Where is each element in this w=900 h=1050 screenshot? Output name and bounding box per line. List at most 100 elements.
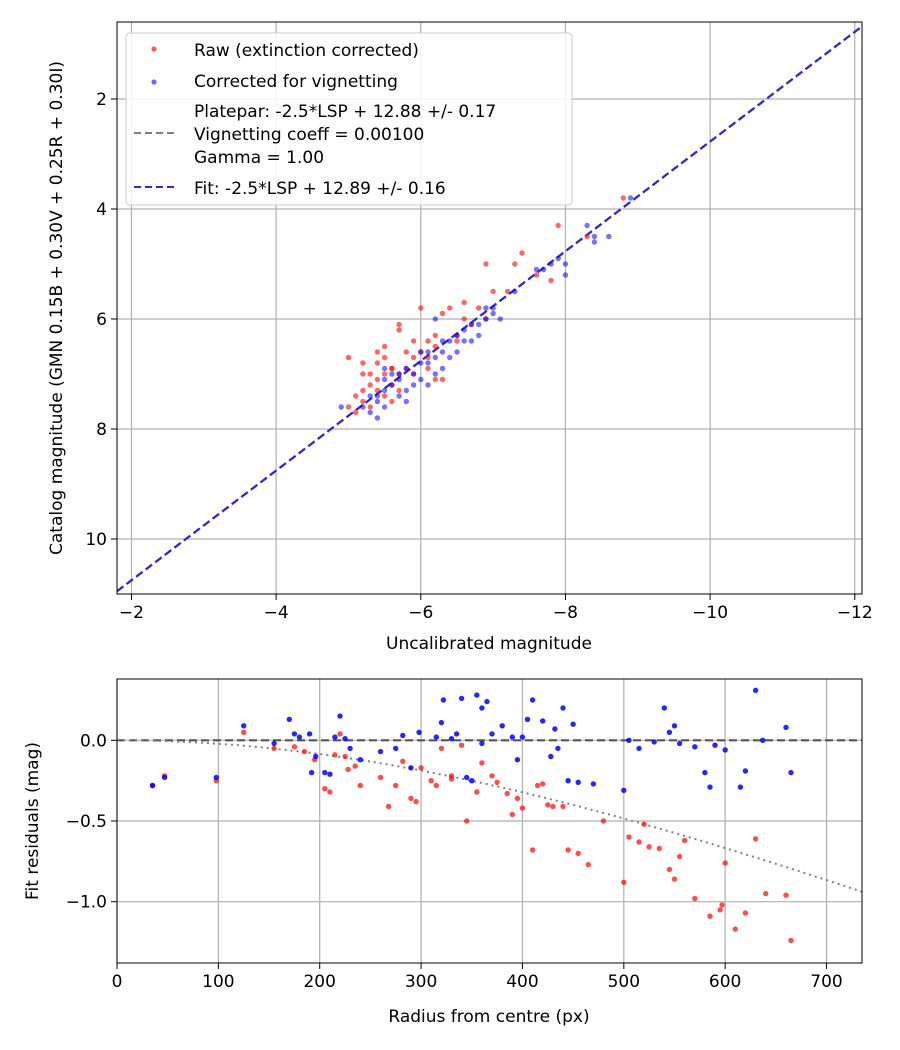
top-corrected-point [533,266,540,273]
bottom-corrected-point [636,745,642,752]
top-corrected-point [374,398,381,405]
top-raw-point [476,305,482,311]
bottom-corrected-point [479,705,485,711]
top-raw-point [555,222,561,229]
top-corrected-point [483,305,489,311]
top-x-axis-label: Uncalibrated magnitude [386,634,592,654]
bottom-corrected-point [760,737,766,743]
top-raw-point [360,387,366,394]
bottom-raw-point [752,836,759,842]
top-raw-point [410,354,417,361]
bottom-corrected-point [332,734,338,740]
bottom-raw-point [732,926,738,932]
top-raw-point [360,360,366,366]
top-raw-point [410,338,417,344]
top-raw-point [374,387,381,394]
top-y-axis-label: Catalog magnitude (GMN 0.15B + 0.30V + 0… [47,61,67,555]
bottom-raw-point [666,866,673,873]
bottom-raw-point [717,907,723,913]
legend-vignetting-label: Vignetting coeff = 0.00100 [194,125,424,145]
bottom-raw-point [550,803,556,810]
top-raw-point [367,404,373,410]
top-raw-point [360,371,366,377]
top-corrected-point [490,310,496,317]
bottom-corrected-point [489,731,495,737]
bottom-raw-point [692,895,698,902]
top-corrected-point [367,409,373,416]
top-corrected-point [447,354,453,361]
top-corrected-point [381,404,388,410]
bottom-points [149,687,794,944]
legend-raw-marker [151,46,157,52]
bottom-corrected-point [590,781,597,787]
top-corrected-point [418,349,424,355]
top-raw-point [374,376,381,383]
top-y-tick-label: 2 [96,90,107,110]
bottom-corrected-point [306,731,313,737]
top-y-tick-label: 6 [96,310,107,330]
top-corrected-point [483,316,489,322]
bottom-corrected-point [575,779,581,785]
top-axes-frame [116,21,863,595]
bottom-corrected-point [213,774,219,781]
bottom-raw-point [600,818,607,824]
top-raw-point [461,316,467,322]
bottom-raw-point [464,818,470,824]
top-y-tick-label: 10 [85,530,107,550]
top-raw-point [447,305,453,311]
top-corrected-point [627,195,634,201]
bottom-x-tick-label: 300 [405,972,437,992]
bottom-raw-point [418,765,424,771]
bottom-raw-point [489,773,495,779]
top-corrected-point [606,233,612,240]
top-corrected-point [591,239,598,245]
top-corrected-point [410,371,417,377]
bottom-raw-point [763,890,769,897]
bottom-raw-point [342,753,348,760]
bottom-corrected-point [560,705,566,711]
bottom-corrected-point [666,729,673,735]
bottom-raw-point [509,811,515,818]
top-corrected-point [439,338,446,344]
bottom-corrected-point [722,747,728,753]
bottom-corrected-point [509,734,515,740]
bottom-raw-point [428,778,434,784]
top-y-ticks: 2 4 6 8 10 [85,90,117,550]
top-raw-point [432,332,438,339]
magnitude-panel: −2 −4 −6 −8 −10 −12 2 4 6 8 10 Uncalibrated magni… [47,21,873,654]
bottom-y-ticks: 0.0 −0.5 −1.0 [66,731,117,913]
bottom-corrected-point [271,740,277,747]
bottom-corrected-point [514,757,521,763]
bottom-raw-point [377,774,384,781]
bottom-raw-point [646,844,652,850]
top-raw-point [389,365,395,372]
bottom-raw-point [641,821,647,827]
bottom-raw-point [742,910,749,916]
bottom-raw-point [783,892,789,898]
bottom-corrected-point [458,695,465,702]
top-corrected-point [432,371,438,377]
bottom-corrected-point [149,782,156,789]
bottom-raw-point [301,748,308,755]
bottom-corrected-point [438,719,445,726]
bottom-raw-point [671,876,678,882]
bottom-corrected-point [737,784,744,790]
bottom-x-tick-label: 500 [608,972,640,992]
top-corrected-point [562,272,569,278]
bottom-corrected-point [484,698,490,705]
bottom-y-tick-label: −1.0 [66,893,107,913]
bottom-raw-point [393,782,399,789]
top-raw-point [533,272,540,278]
bottom-corrected-point [712,742,718,748]
bottom-raw-point [494,779,500,785]
top-corrected-point [497,316,503,322]
top-corrected-point [541,266,547,273]
top-corrected-point [396,371,402,377]
bottom-corrected-point [621,787,627,793]
top-raw-point [425,354,431,361]
bottom-raw-point [357,782,363,789]
legend-corrected-label: Corrected for vignetting [194,72,398,92]
top-raw-point [519,250,525,256]
top-y-tick-label: 4 [96,200,107,220]
top-corrected-point [476,332,482,339]
